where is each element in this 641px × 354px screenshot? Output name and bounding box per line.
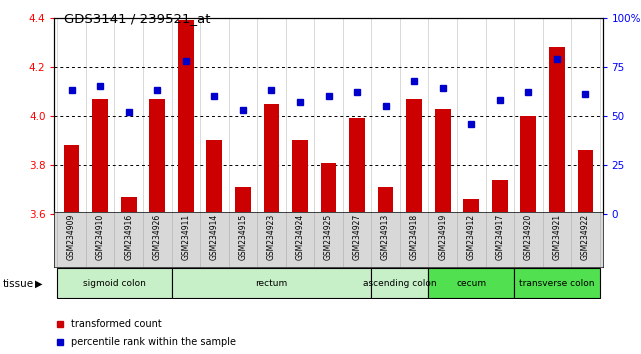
Bar [92, 99, 108, 214]
Bar [520, 116, 536, 214]
Bar [378, 187, 394, 214]
Bar [263, 104, 279, 214]
Bar [292, 141, 308, 214]
Bar [149, 99, 165, 214]
Bar [371, 268, 428, 298]
Text: GSM234926: GSM234926 [153, 214, 162, 260]
Text: GSM234918: GSM234918 [410, 214, 419, 260]
Text: GSM234922: GSM234922 [581, 214, 590, 260]
Text: transformed count: transformed count [71, 319, 162, 329]
Text: ascending colon: ascending colon [363, 279, 437, 288]
Text: GSM234921: GSM234921 [553, 214, 562, 260]
Text: GSM234917: GSM234917 [495, 214, 504, 260]
Bar [57, 268, 172, 298]
Text: cecum: cecum [456, 279, 487, 288]
Text: GSM234914: GSM234914 [210, 214, 219, 260]
Bar [492, 180, 508, 214]
Text: GSM234910: GSM234910 [96, 214, 104, 260]
Bar [235, 187, 251, 214]
Text: transverse colon: transverse colon [519, 279, 595, 288]
Bar [63, 145, 79, 214]
Bar [463, 199, 479, 214]
Text: GSM234923: GSM234923 [267, 214, 276, 260]
Text: GSM234915: GSM234915 [238, 214, 247, 260]
Text: GSM234927: GSM234927 [353, 214, 362, 260]
Text: percentile rank within the sample: percentile rank within the sample [71, 337, 236, 348]
Text: GSM234909: GSM234909 [67, 214, 76, 261]
Text: GSM234911: GSM234911 [181, 214, 190, 260]
Text: ▶: ▶ [35, 279, 42, 289]
Text: GSM234916: GSM234916 [124, 214, 133, 260]
Bar [428, 268, 514, 298]
Text: GSM234924: GSM234924 [296, 214, 304, 260]
Text: sigmoid colon: sigmoid colon [83, 279, 146, 288]
Text: GSM234912: GSM234912 [467, 214, 476, 260]
Bar [206, 141, 222, 214]
Bar [549, 47, 565, 214]
Text: rectum: rectum [255, 279, 288, 288]
Bar [514, 268, 600, 298]
Bar [320, 162, 337, 214]
Bar [121, 197, 137, 214]
Text: GSM234925: GSM234925 [324, 214, 333, 260]
Bar [435, 109, 451, 214]
Text: GSM234920: GSM234920 [524, 214, 533, 260]
Bar [178, 20, 194, 214]
Bar [172, 268, 371, 298]
Bar [349, 118, 365, 214]
Bar [578, 150, 594, 214]
Text: tissue: tissue [3, 279, 34, 289]
Bar [406, 99, 422, 214]
Text: GDS3141 / 239521_at: GDS3141 / 239521_at [64, 12, 211, 25]
Text: GSM234913: GSM234913 [381, 214, 390, 260]
Text: GSM234919: GSM234919 [438, 214, 447, 260]
